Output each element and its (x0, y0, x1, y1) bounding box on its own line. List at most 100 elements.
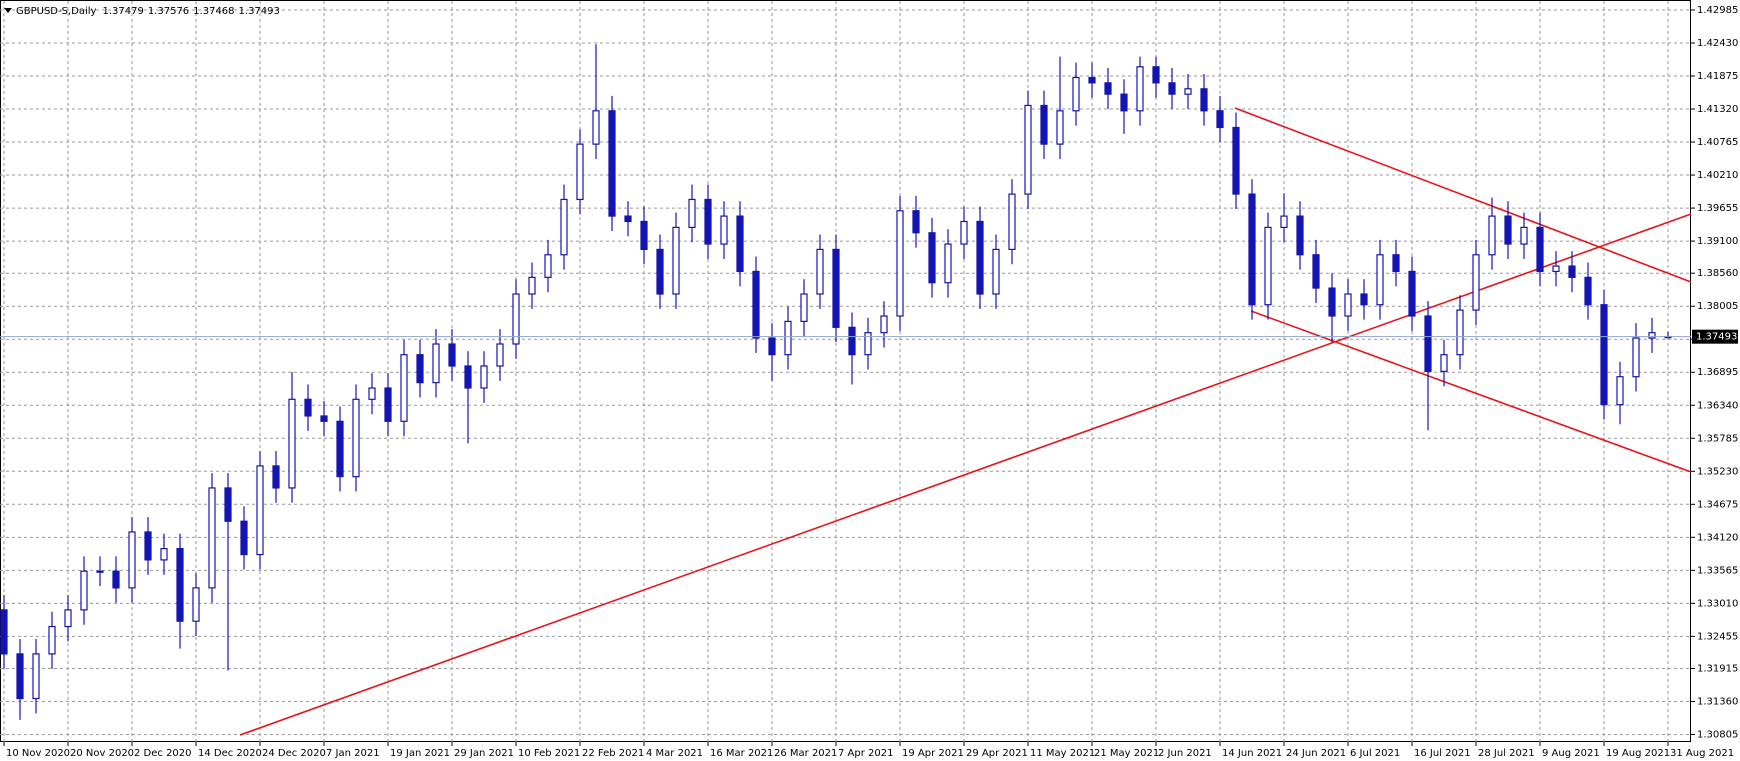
y-tick-label: 1.35785 (1697, 433, 1738, 444)
x-tick-label: 14 Jun 2021 (1222, 748, 1282, 759)
y-tick-label: 1.42430 (1697, 38, 1738, 49)
candle-body (560, 198, 568, 256)
candle-body (992, 248, 1000, 295)
candle-body (1552, 265, 1560, 273)
candle-body (272, 465, 280, 489)
x-tick-label: 11 May 2021 (1030, 748, 1095, 759)
candle-body (480, 365, 488, 389)
y-tick-label: 1.35230 (1697, 466, 1738, 477)
x-tick-label: 7 Apr 2021 (838, 748, 893, 759)
x-tick-label: 19 Apr 2021 (902, 748, 964, 759)
candle-body (304, 398, 312, 417)
x-tick-label: 7 Jan 2021 (326, 748, 380, 759)
candle-body (896, 210, 904, 317)
candle-body (1152, 66, 1160, 84)
candle-body (736, 215, 744, 273)
candle-body (592, 110, 600, 145)
candle-body (1024, 104, 1032, 195)
candle-body (1280, 215, 1288, 228)
candle-body (1264, 226, 1272, 306)
candle-body (1136, 66, 1144, 112)
trendline (1234, 107, 1692, 283)
y-tick-label: 1.39100 (1697, 236, 1738, 247)
candle-body (1568, 265, 1576, 278)
y-tick-label: 1.33010 (1697, 598, 1738, 609)
candle-body (496, 343, 504, 367)
open-value: 1.37479 (102, 6, 143, 17)
y-tick-label: 1.39655 (1697, 203, 1738, 214)
candle-body (512, 293, 520, 345)
candle-body (0, 609, 8, 655)
x-tick-label: 6 Jul 2021 (1350, 748, 1400, 759)
candle-body (1488, 215, 1496, 256)
candle-body (960, 220, 968, 245)
candle-body (912, 210, 920, 234)
high-value: 1.37576 (148, 6, 189, 17)
candle-body (720, 215, 728, 245)
trendline (239, 213, 1692, 736)
candle-body (640, 220, 648, 251)
candle-body (1440, 354, 1448, 372)
chart-title: GBPUSD-S,Daily (16, 6, 97, 17)
y-tick-label: 1.38005 (1697, 301, 1738, 312)
candle-body (160, 548, 168, 561)
y-tick-label: 1.40765 (1697, 137, 1738, 148)
x-tick-label: 14 Dec 2020 (198, 748, 262, 759)
x-tick-label: 28 Jul 2021 (1478, 748, 1535, 759)
candle-body (224, 487, 232, 522)
candle-body (64, 609, 72, 628)
candle-body (816, 248, 824, 295)
candle-body (1120, 93, 1128, 112)
y-tick-label: 1.36340 (1697, 400, 1738, 411)
x-tick-label: 2 Dec 2020 (134, 748, 192, 759)
candle-body (1616, 376, 1624, 406)
y-tick-label: 1.36895 (1697, 367, 1738, 378)
price-box (1692, 329, 1738, 344)
candle-body (400, 354, 408, 422)
candle-body (48, 625, 56, 655)
x-tick-label: 21 May 2021 (1094, 748, 1159, 759)
candle-body (112, 570, 120, 589)
candle-body (1456, 309, 1464, 356)
x-tick-label: 19 Jan 2021 (390, 748, 450, 759)
candle-body (1104, 82, 1112, 95)
candle-body (1184, 88, 1192, 95)
candle-body (672, 226, 680, 295)
candle-body (432, 343, 440, 384)
candle-body (320, 415, 328, 422)
candles (0, 44, 1672, 720)
y-tick-label: 1.41875 (1697, 71, 1738, 82)
candle-body (848, 326, 856, 356)
y-tick-label: 1.34675 (1697, 499, 1738, 510)
candle-body (656, 248, 664, 295)
candle-body (864, 332, 872, 356)
candle-body (1424, 315, 1432, 372)
x-tick-label: 10 Feb 2021 (518, 748, 580, 759)
candle-body (1408, 270, 1416, 317)
candle-body (1344, 293, 1352, 317)
candle-body (1328, 287, 1336, 317)
y-tick-label: 1.31915 (1697, 663, 1738, 674)
candle-body (1584, 276, 1592, 306)
y-tick-label: 1.33565 (1697, 565, 1738, 576)
axes: 1.42985 1.42430 1.41875 1.41320 1.40765 1.402… (0, 5, 1738, 759)
candle-body (80, 570, 88, 611)
candle-body (944, 243, 952, 284)
candle-body (1248, 193, 1256, 306)
candle-body (784, 320, 792, 356)
x-tick-label: 2 Jun 2021 (1158, 748, 1212, 759)
candle-body (752, 270, 760, 339)
candle-body (800, 293, 808, 322)
candle-body (128, 531, 136, 589)
candle-body (16, 653, 24, 700)
candle-body (1040, 104, 1048, 145)
candle-body (448, 343, 456, 367)
x-tick-label: 10 Nov 2020 (6, 748, 70, 759)
candle-body (1648, 332, 1656, 339)
y-tick-label: 1.30805 (1697, 730, 1738, 741)
candle-body (352, 398, 360, 478)
trendlines (239, 107, 1692, 736)
candle-body (384, 387, 392, 422)
candle-body (368, 387, 376, 400)
